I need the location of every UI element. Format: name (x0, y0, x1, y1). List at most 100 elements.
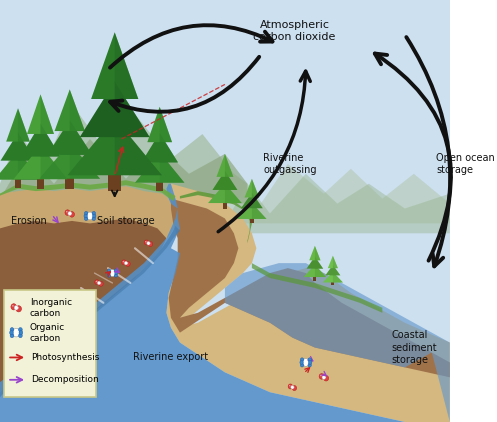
Circle shape (54, 319, 57, 322)
Circle shape (126, 262, 130, 266)
Circle shape (42, 330, 43, 332)
Text: Riverine
outgassing: Riverine outgassing (263, 153, 317, 175)
Circle shape (14, 306, 18, 310)
Polygon shape (156, 179, 163, 191)
Circle shape (149, 243, 151, 244)
Polygon shape (55, 89, 85, 131)
Circle shape (302, 359, 309, 366)
Circle shape (124, 261, 128, 265)
Polygon shape (15, 176, 21, 188)
Circle shape (65, 210, 70, 215)
Circle shape (300, 358, 304, 362)
Circle shape (123, 261, 124, 262)
Polygon shape (0, 186, 180, 422)
Polygon shape (47, 120, 92, 155)
Circle shape (61, 321, 64, 325)
Polygon shape (135, 152, 184, 183)
Polygon shape (66, 175, 74, 189)
Circle shape (325, 376, 326, 378)
Circle shape (300, 360, 303, 364)
Circle shape (84, 211, 88, 215)
Polygon shape (6, 108, 30, 142)
Polygon shape (166, 184, 450, 422)
Circle shape (60, 324, 64, 327)
Circle shape (99, 281, 103, 286)
Text: Open ocean
storage: Open ocean storage (436, 153, 495, 175)
Polygon shape (323, 272, 343, 282)
Polygon shape (333, 256, 338, 268)
Circle shape (73, 307, 74, 308)
Circle shape (87, 299, 90, 302)
Circle shape (54, 324, 57, 327)
Polygon shape (0, 0, 450, 422)
Polygon shape (0, 184, 450, 422)
Text: Photosynthesis: Photosynthesis (31, 353, 100, 362)
Polygon shape (245, 179, 259, 197)
Polygon shape (20, 124, 61, 157)
Polygon shape (40, 124, 61, 157)
Circle shape (320, 375, 322, 376)
Circle shape (107, 271, 110, 275)
Circle shape (10, 333, 14, 338)
Polygon shape (315, 265, 326, 277)
Circle shape (127, 262, 128, 264)
Circle shape (96, 281, 97, 282)
Polygon shape (0, 226, 180, 397)
Circle shape (309, 360, 312, 364)
Polygon shape (217, 154, 233, 177)
Polygon shape (160, 107, 172, 142)
Polygon shape (0, 219, 166, 422)
Text: Erosion: Erosion (11, 216, 47, 226)
Circle shape (84, 214, 87, 218)
Polygon shape (315, 246, 321, 260)
Circle shape (288, 384, 293, 389)
Circle shape (83, 295, 88, 301)
Circle shape (9, 330, 13, 335)
FancyBboxPatch shape (3, 290, 96, 397)
Text: Riverine export: Riverine export (133, 352, 208, 362)
Circle shape (293, 387, 294, 388)
Polygon shape (70, 143, 100, 179)
Polygon shape (80, 81, 150, 137)
Polygon shape (37, 176, 44, 189)
Polygon shape (208, 184, 242, 203)
Polygon shape (13, 145, 68, 179)
Circle shape (148, 242, 153, 246)
Text: Decomposition: Decomposition (31, 375, 99, 384)
Circle shape (97, 281, 100, 285)
Circle shape (107, 269, 110, 272)
Circle shape (99, 282, 101, 284)
Circle shape (88, 296, 91, 300)
Polygon shape (70, 120, 92, 155)
Circle shape (147, 241, 150, 245)
Polygon shape (212, 171, 238, 190)
Circle shape (17, 307, 19, 309)
Polygon shape (0, 180, 175, 201)
Circle shape (11, 304, 16, 310)
Polygon shape (225, 174, 450, 233)
Polygon shape (68, 118, 162, 175)
Circle shape (291, 385, 294, 389)
Circle shape (92, 211, 95, 215)
Circle shape (80, 296, 83, 300)
Circle shape (87, 294, 90, 297)
Circle shape (292, 386, 297, 390)
Polygon shape (225, 263, 450, 422)
Polygon shape (333, 265, 340, 275)
Polygon shape (40, 145, 68, 179)
Polygon shape (326, 265, 340, 275)
Circle shape (92, 217, 95, 221)
Circle shape (81, 294, 83, 297)
Polygon shape (331, 281, 334, 285)
Circle shape (41, 330, 45, 334)
Polygon shape (115, 32, 138, 99)
Polygon shape (309, 246, 321, 260)
Circle shape (53, 321, 56, 325)
Circle shape (289, 385, 290, 387)
Circle shape (95, 280, 99, 285)
Polygon shape (39, 143, 100, 179)
Circle shape (86, 212, 93, 220)
Circle shape (66, 211, 68, 213)
Polygon shape (115, 118, 162, 175)
Polygon shape (225, 171, 238, 190)
